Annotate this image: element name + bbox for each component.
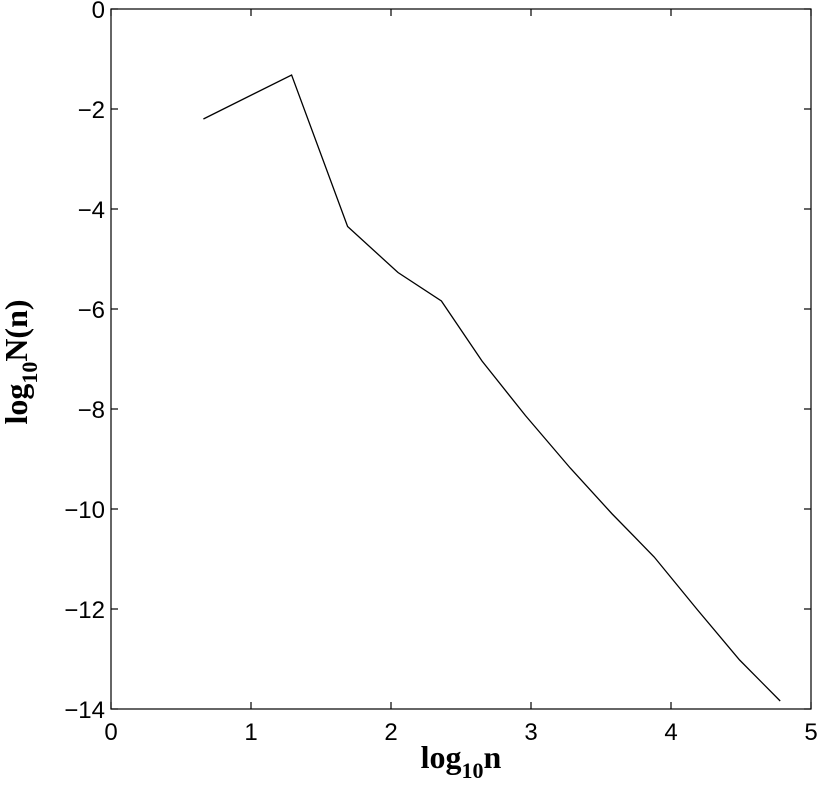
y-tick-label: −14	[64, 697, 105, 724]
y-axis-title-subscript: 10	[17, 362, 42, 384]
y-tick-label: −2	[78, 97, 105, 124]
series-line	[203, 74, 781, 702]
x-tick-label: 1	[244, 719, 257, 746]
y-axis-title-rest: N(n)	[0, 299, 34, 361]
y-tick-label: 0	[92, 0, 105, 24]
y-axis-title: log10N(n)	[0, 299, 42, 424]
x-tick-label: 5	[804, 719, 817, 746]
x-axis-title: log10n	[421, 739, 502, 783]
x-axis-tick-labels: 0 1 2 3 4 5	[104, 719, 817, 746]
y-axis-tick-labels: 0 −2 −4 −6 −8 −10 −12 −14	[64, 0, 105, 724]
y-tick-label: −12	[64, 597, 105, 624]
x-tick-label: 4	[664, 719, 677, 746]
y-tick-label: −10	[64, 497, 105, 524]
y-tick-label: −4	[78, 197, 105, 224]
x-axis-title-base: log	[421, 739, 462, 775]
x-axis-ticks	[110, 9, 812, 709]
y-tick-label: −6	[78, 297, 105, 324]
plot-area	[110, 8, 812, 710]
x-axis-title-subscript: 10	[462, 758, 484, 783]
y-tick-label: −8	[78, 397, 105, 424]
y-axis-ticks	[111, 8, 811, 710]
x-tick-label: 3	[524, 719, 537, 746]
x-tick-label: 0	[104, 719, 117, 746]
y-axis-title-base: log	[0, 384, 34, 425]
x-axis-title-rest: n	[484, 739, 502, 775]
x-tick-label: 2	[384, 719, 397, 746]
